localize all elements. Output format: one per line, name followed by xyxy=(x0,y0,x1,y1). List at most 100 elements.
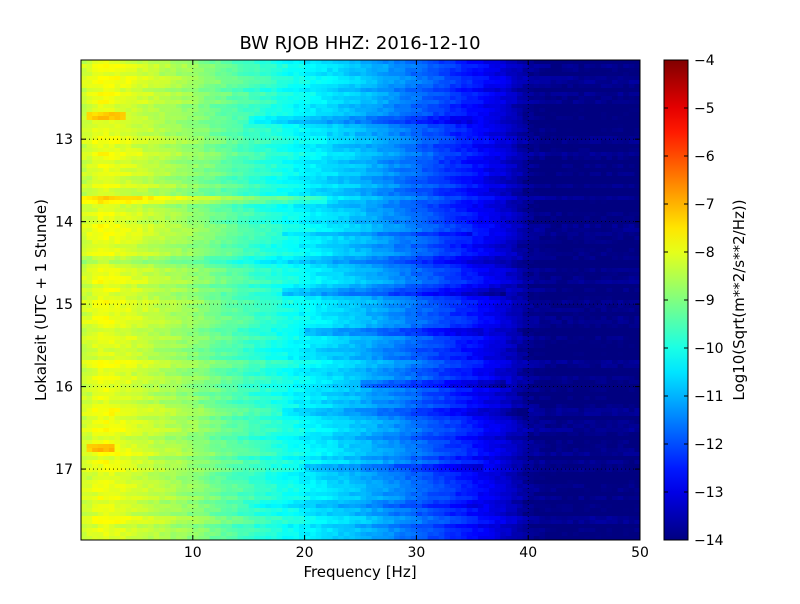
heatmap-cell xyxy=(606,180,613,185)
heatmap-cell xyxy=(371,220,378,225)
heatmap-cell xyxy=(231,128,239,133)
heatmap-cell xyxy=(354,96,362,101)
heatmap-cell xyxy=(377,124,384,129)
heatmap-cell xyxy=(394,100,401,105)
heatmap-cell xyxy=(472,252,479,257)
heatmap-cell xyxy=(142,212,149,217)
heatmap-cell xyxy=(153,92,160,97)
heatmap-cell xyxy=(455,72,462,77)
heatmap-cell xyxy=(237,108,244,113)
heatmap-cell xyxy=(271,216,278,221)
heatmap-cell xyxy=(114,164,121,169)
heatmap-cell xyxy=(276,120,283,125)
heatmap-cell xyxy=(494,196,501,201)
heatmap-cell xyxy=(461,224,468,229)
heatmap-cell xyxy=(561,140,568,145)
heatmap-cell xyxy=(136,132,144,137)
heatmap-cell xyxy=(360,164,367,169)
heatmap-cell xyxy=(444,252,451,257)
heatmap-cell xyxy=(405,256,412,261)
heatmap-cell xyxy=(461,204,468,209)
heatmap-cell xyxy=(304,192,311,197)
heatmap-cell xyxy=(192,256,199,261)
heatmap-cell xyxy=(612,228,619,233)
heatmap-cell xyxy=(136,240,144,245)
heatmap-cell xyxy=(338,140,345,145)
heatmap-cell xyxy=(181,112,188,117)
heatmap-cell xyxy=(114,148,121,153)
heatmap-cell xyxy=(92,148,99,153)
heatmap-cell xyxy=(550,212,557,217)
heatmap-cell xyxy=(248,64,255,69)
heatmap-cell xyxy=(203,256,211,261)
heatmap-cell xyxy=(617,220,624,225)
heatmap-cell xyxy=(304,184,311,189)
heatmap-cell xyxy=(187,124,194,129)
heatmap-cell xyxy=(176,132,183,137)
heatmap-cell xyxy=(315,176,322,181)
heatmap-cell xyxy=(97,248,104,253)
heatmap-cell xyxy=(209,220,216,225)
heatmap-cell xyxy=(164,88,172,93)
heatmap-cell xyxy=(466,112,473,117)
heatmap-cell xyxy=(617,72,624,77)
heatmap-cell xyxy=(287,68,295,73)
heatmap-cell xyxy=(606,120,613,125)
heatmap-cell xyxy=(354,80,362,85)
heatmap-cell xyxy=(444,224,451,229)
heatmap-cell xyxy=(500,248,507,253)
heatmap-cell xyxy=(304,152,311,157)
heatmap-cell xyxy=(187,64,194,69)
heatmap-cell xyxy=(634,196,640,201)
heatmap-cell xyxy=(421,144,429,149)
heatmap-cell xyxy=(377,156,384,161)
heatmap-cell xyxy=(466,236,473,241)
heatmap-cell xyxy=(259,64,267,69)
heatmap-cell xyxy=(556,236,563,241)
heatmap-cell xyxy=(489,248,496,253)
heatmap-cell xyxy=(438,108,445,113)
heatmap-cell xyxy=(438,212,445,217)
heatmap-cell xyxy=(103,120,110,125)
heatmap-cell xyxy=(500,88,507,93)
heatmap-cell xyxy=(120,76,127,81)
heatmap-cell xyxy=(276,72,283,77)
heatmap-cell xyxy=(153,188,160,193)
heatmap-cell xyxy=(321,76,328,81)
heatmap-cell xyxy=(315,100,322,105)
heatmap-cell xyxy=(584,168,591,173)
heatmap-cell xyxy=(315,248,322,253)
heatmap-cell xyxy=(461,220,468,225)
heatmap-cell xyxy=(259,148,267,153)
heatmap-cell xyxy=(259,252,267,257)
heatmap-cell xyxy=(533,68,540,73)
heatmap-cell xyxy=(399,228,406,233)
heatmap-cell xyxy=(198,116,205,121)
heatmap-cell xyxy=(81,188,88,193)
heatmap-cell xyxy=(623,232,630,237)
heatmap-cell xyxy=(354,120,362,125)
heatmap-cell xyxy=(595,180,602,185)
heatmap-cell xyxy=(226,192,233,197)
heatmap-cell xyxy=(449,104,457,109)
heatmap-cell xyxy=(561,248,568,253)
heatmap-cell xyxy=(606,84,613,89)
heatmap-cell xyxy=(198,96,205,101)
heatmap-cell xyxy=(276,132,283,137)
heatmap-cell xyxy=(550,164,557,169)
heatmap-cell xyxy=(528,128,535,133)
heatmap-cell xyxy=(153,200,160,205)
heatmap-cell xyxy=(287,244,295,249)
heatmap-cell xyxy=(114,184,121,189)
heatmap-cell xyxy=(243,76,250,81)
heatmap-cell xyxy=(120,96,127,101)
heatmap-cell xyxy=(108,164,116,169)
heatmap-cell xyxy=(120,80,127,85)
heatmap-cell xyxy=(282,236,289,241)
heatmap-cell xyxy=(287,248,295,253)
heatmap-cell xyxy=(433,116,440,121)
heatmap-cell xyxy=(248,112,255,117)
heatmap-cell xyxy=(97,184,104,189)
heatmap-cell xyxy=(187,232,194,237)
heatmap-cell xyxy=(209,180,216,185)
